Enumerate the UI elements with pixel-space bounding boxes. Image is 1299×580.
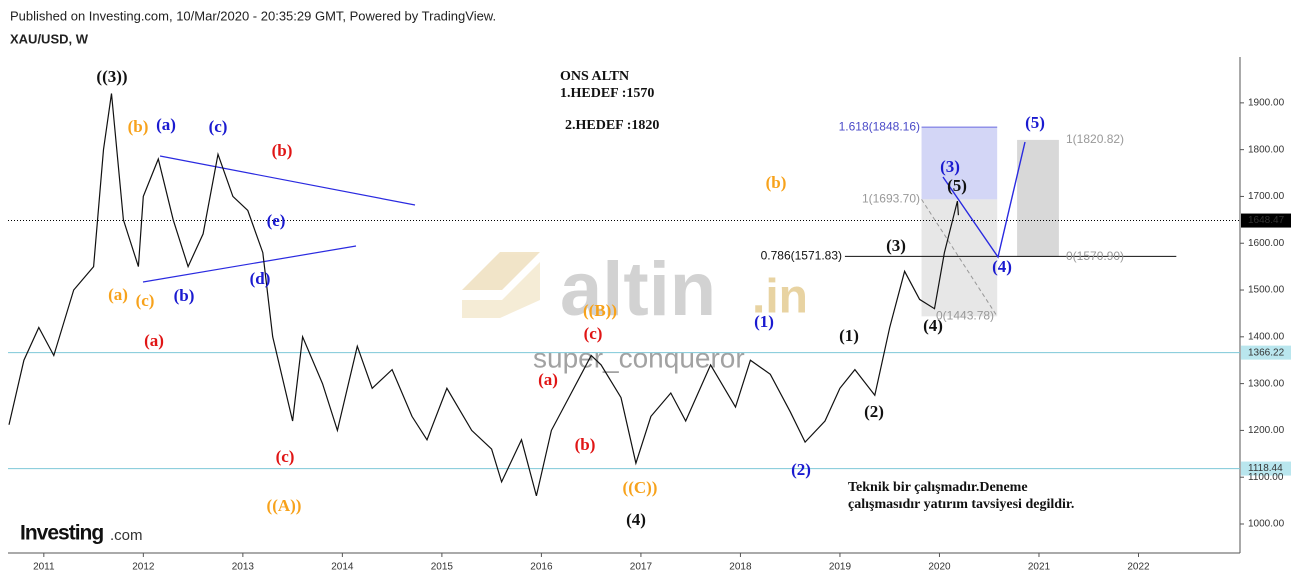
fib-label: 1(1820.82) xyxy=(1066,132,1124,146)
wave-label: (a) xyxy=(156,115,176,134)
trendline xyxy=(142,245,357,283)
wave-label: (e) xyxy=(267,211,286,230)
fib-label: 0(1570.90) xyxy=(1066,249,1124,263)
note: Teknik bir çalışmadır.Deneme xyxy=(848,480,1028,495)
wave-label: (1) xyxy=(839,326,859,345)
wave-label: (b) xyxy=(766,173,787,192)
fib-extension-box xyxy=(921,127,998,200)
y-tick-label: 1400.00 xyxy=(1248,331,1285,342)
y-tick-label: 1500.00 xyxy=(1248,285,1285,296)
wave-projection xyxy=(942,141,1026,259)
wave-label: (2) xyxy=(864,402,884,421)
y-tick-label: 1000.00 xyxy=(1248,519,1285,530)
price-tag xyxy=(1241,345,1291,360)
wave-label: ((A)) xyxy=(267,496,302,515)
wave-label: (3) xyxy=(886,236,906,255)
wave-label: (d) xyxy=(250,269,271,288)
y-tick-label: 1100.00 xyxy=(1248,472,1284,483)
wave-label: (4) xyxy=(923,316,943,335)
price-line-series xyxy=(8,93,959,497)
y-tick-label: 1900.00 xyxy=(1248,97,1285,108)
wave-label: (a) xyxy=(108,285,128,304)
x-tick-label: 2014 xyxy=(331,562,354,573)
target: ONS ALTN xyxy=(560,69,629,84)
wave-label: (a) xyxy=(144,331,164,350)
wave-label: (5) xyxy=(1025,113,1045,132)
wave-label: (2) xyxy=(791,460,811,479)
wave-label: (c) xyxy=(209,117,228,136)
wave-label: (c) xyxy=(584,324,603,343)
wave-label: (c) xyxy=(276,447,295,466)
x-tick-label: 2020 xyxy=(928,562,951,573)
fib-diagonal xyxy=(921,199,998,317)
y-tick-label: 1200.00 xyxy=(1248,425,1285,436)
fib-retrace-box xyxy=(921,199,998,317)
wave-label: ((3)) xyxy=(96,67,127,86)
watermark-logo xyxy=(462,252,540,318)
price-tag-label: 1648.47 xyxy=(1248,215,1285,226)
y-tick-label: 1800.00 xyxy=(1248,144,1285,155)
x-tick-label: 2018 xyxy=(729,562,752,573)
x-tick-label: 2017 xyxy=(630,562,653,573)
wave-label: (b) xyxy=(174,286,195,305)
investing-logo: .com xyxy=(110,527,143,544)
symbol: XAU/USD, W xyxy=(10,31,89,46)
fib-label: 1(1693.70) xyxy=(862,192,920,206)
price-tag-label: 1366.22 xyxy=(1248,347,1285,358)
wave-label: (b) xyxy=(272,141,293,160)
fib-label: 0(1443.78) xyxy=(936,309,994,323)
target: 2.HEDEF :1820 xyxy=(565,118,659,133)
target: 1.HEDEF :1570 xyxy=(560,86,654,101)
x-tick-label: 2016 xyxy=(530,562,553,573)
fib-label: 0.786(1571.83) xyxy=(761,249,842,263)
y-tick-label: 1300.00 xyxy=(1248,378,1285,389)
wave-label: (b) xyxy=(128,117,149,136)
price-tag xyxy=(1241,213,1291,228)
wave-label: (1) xyxy=(754,312,774,331)
wave-label: (4) xyxy=(992,257,1012,276)
price-tag xyxy=(1241,461,1291,476)
x-tick-label: 2012 xyxy=(132,562,155,573)
wave-label: (c) xyxy=(136,291,155,310)
x-tick-label: 2019 xyxy=(829,562,852,573)
wave-label: (a) xyxy=(538,370,558,389)
trendline xyxy=(159,155,416,206)
x-tick-label: 2015 xyxy=(431,562,454,573)
y-tick-label: 1600.00 xyxy=(1248,238,1285,249)
watermark: altin xyxy=(560,247,716,332)
wave-label: (b) xyxy=(575,435,596,454)
wave-label: ((C)) xyxy=(623,478,658,497)
x-tick-label: 2022 xyxy=(1127,562,1150,573)
x-tick-label: 2011 xyxy=(33,562,55,573)
x-tick-label: 2021 xyxy=(1028,562,1051,573)
investing-logo: Investing xyxy=(20,522,103,545)
wave-label: (4) xyxy=(626,510,646,529)
x-tick-label: 2013 xyxy=(232,562,255,573)
wave-label: (3) xyxy=(940,157,960,176)
watermark: .in xyxy=(752,271,808,324)
fib-label: 1.618(1848.16) xyxy=(839,119,920,133)
target-box xyxy=(1017,139,1059,257)
y-tick-label: 1700.00 xyxy=(1248,191,1285,202)
wave-label: (5) xyxy=(947,176,967,195)
header: Published on Investing.com, 10/Mar/2020 … xyxy=(10,8,496,23)
note: çalışmasıdır yatırım tavsiyesi degildir. xyxy=(848,497,1074,512)
wave-label: ((B)) xyxy=(583,301,617,320)
price-tag-label: 1118.44 xyxy=(1248,463,1283,474)
